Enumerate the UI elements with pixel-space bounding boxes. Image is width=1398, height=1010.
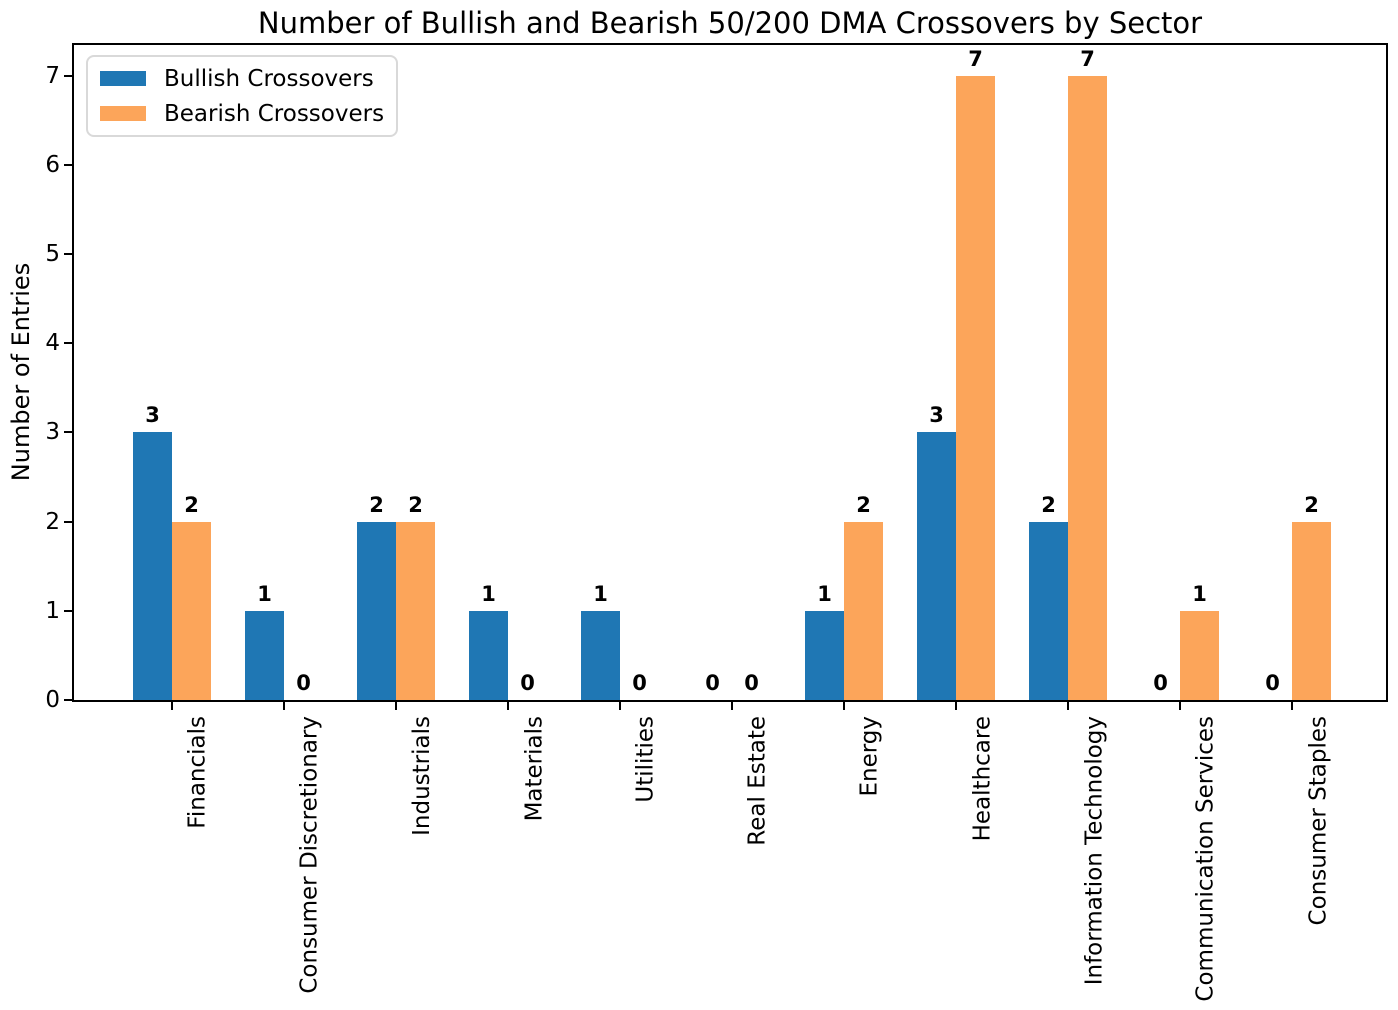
x-tick-label: Information Technology — [1081, 716, 1107, 986]
y-tick-mark — [64, 253, 72, 255]
bar-value-label: 0 — [705, 671, 720, 695]
y-tick-label: 3 — [45, 419, 60, 446]
plot-area-frame — [72, 43, 1388, 702]
x-tick-mark — [283, 702, 285, 710]
bar-bullish — [581, 611, 620, 700]
legend-entry: Bullish Crossovers — [100, 66, 396, 92]
bar-value-label: 2 — [1304, 493, 1319, 517]
bar-bullish — [805, 611, 844, 700]
legend-entry: Bearish Crossovers — [100, 101, 396, 127]
x-tick-mark — [1067, 702, 1069, 710]
x-tick-label: Industrials — [409, 716, 435, 836]
x-tick-label: Communication Services — [1193, 716, 1219, 1002]
bar-value-label: 2 — [1041, 493, 1056, 517]
x-tick-label: Real Estate — [745, 716, 771, 846]
x-tick-mark — [507, 702, 509, 710]
y-axis-label: Number of Entries — [7, 262, 35, 482]
x-tick-label: Energy — [857, 716, 883, 797]
chart-title: Number of Bullish and Bearish 50/200 DMA… — [257, 6, 1203, 40]
bar-value-label: 0 — [1265, 671, 1280, 695]
y-tick-mark — [64, 74, 72, 77]
bar-value-label: 0 — [1153, 671, 1168, 695]
bar-value-label: 1 — [481, 582, 496, 606]
bar-value-label: 7 — [968, 47, 983, 71]
bar-value-label: 3 — [929, 403, 944, 427]
bar-bullish — [469, 611, 508, 700]
bar-value-label: 1 — [1192, 582, 1207, 606]
y-tick-mark — [64, 163, 72, 166]
x-tick-label: Healthcare — [969, 716, 995, 842]
legend: Bullish Crossovers Bearish Crossovers — [86, 55, 398, 137]
x-tick-label: Consumer Discretionary — [297, 716, 323, 994]
bar-value-label: 7 — [1080, 47, 1095, 71]
bar-bullish — [133, 432, 172, 700]
y-tick-label: 0 — [45, 687, 60, 713]
y-tick-mark — [64, 609, 72, 612]
x-tick-mark — [171, 702, 173, 710]
bar-value-label: 2 — [369, 493, 384, 517]
bar-bullish — [245, 611, 284, 700]
y-tick-mark — [64, 342, 72, 345]
bar-bearish — [1180, 611, 1219, 700]
bar-bullish — [357, 522, 396, 700]
x-tick-mark — [395, 702, 397, 710]
y-tick-mark — [64, 520, 72, 523]
bar-bullish — [917, 432, 956, 700]
bar-bearish — [396, 522, 435, 700]
y-tick-label: 2 — [45, 508, 60, 535]
bar-bearish — [956, 76, 995, 700]
bar-value-label: 1 — [817, 582, 832, 606]
bar-bearish — [1068, 76, 1107, 700]
x-tick-mark — [1291, 702, 1293, 710]
x-tick-mark — [619, 702, 621, 710]
bar-value-label: 0 — [296, 671, 311, 695]
legend-items: Bullish Crossovers Bearish Crossovers — [100, 66, 396, 127]
x-tick-label: Utilities — [633, 716, 659, 803]
y-tick-label: 6 — [45, 151, 60, 178]
legend-entry-label: Bullish Crossovers — [164, 65, 374, 92]
legend-entry-label: Bearish Crossovers — [164, 100, 385, 127]
y-tick-mark — [64, 431, 72, 434]
bar-value-label: 2 — [408, 493, 423, 517]
bar-value-label: 0 — [744, 671, 759, 695]
x-tick-mark — [1179, 702, 1181, 710]
x-tick-label: Financials — [185, 716, 211, 829]
legend-swatch-icon — [100, 71, 146, 86]
bar-bullish — [1029, 522, 1068, 700]
x-tick-mark — [843, 702, 845, 710]
bar-value-label: 1 — [593, 582, 608, 606]
y-tick-mark — [64, 699, 72, 701]
bar-bearish — [172, 522, 211, 700]
x-tick-label: Consumer Staples — [1305, 716, 1331, 926]
legend-swatch-icon — [100, 106, 146, 121]
x-tick-label: Materials — [521, 716, 547, 822]
bar-value-label: 2 — [184, 493, 199, 517]
bar-bearish — [844, 522, 883, 700]
bar-value-label: 3 — [145, 403, 160, 427]
y-tick-label: 1 — [45, 597, 60, 624]
x-tick-mark — [731, 702, 733, 710]
y-tick-label: 7 — [45, 62, 60, 89]
x-tick-mark — [955, 702, 957, 710]
bar-value-label: 1 — [257, 582, 272, 606]
bar-value-label: 0 — [520, 671, 535, 695]
y-tick-label: 4 — [45, 330, 60, 357]
y-tick-label: 5 — [45, 241, 60, 267]
bar-value-label: 0 — [632, 671, 647, 695]
bar-value-label: 2 — [856, 493, 871, 517]
bar-bearish — [1292, 522, 1331, 700]
